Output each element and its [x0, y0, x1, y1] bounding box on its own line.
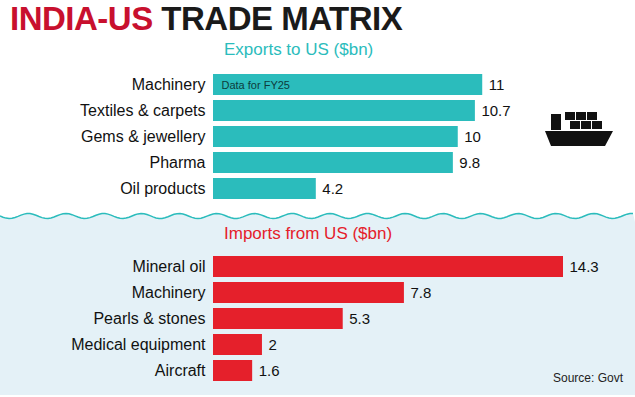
svg-text:10: 10 — [464, 128, 481, 145]
svg-text:5.3: 5.3 — [349, 310, 370, 327]
svg-text:Data for FY25: Data for FY25 — [222, 79, 290, 91]
svg-text:Pearls & stones: Pearls & stones — [93, 310, 205, 327]
svg-text:Mineral oil: Mineral oil — [133, 258, 206, 275]
svg-text:7.8: 7.8 — [410, 284, 431, 301]
svg-text:1.6: 1.6 — [259, 362, 280, 379]
svg-text:9.8: 9.8 — [459, 154, 480, 171]
svg-text:Machinery: Machinery — [132, 284, 206, 301]
svg-text:2: 2 — [268, 336, 276, 353]
svg-text:Pharma: Pharma — [149, 154, 205, 171]
svg-text:Aircraft: Aircraft — [155, 362, 206, 379]
svg-text:Medical equipment: Medical equipment — [71, 336, 206, 353]
html-text:Source: Govt: Source: Govt — [553, 371, 623, 385]
svg-text:Oil products: Oil products — [120, 180, 205, 197]
svg-text:11: 11 — [489, 76, 505, 93]
svg-text:4.2: 4.2 — [322, 180, 343, 197]
svg-text:Gems & jewellery: Gems & jewellery — [81, 128, 205, 145]
svg-text:Textiles & carpets: Textiles & carpets — [80, 102, 205, 119]
svg-text:14.3: 14.3 — [570, 258, 599, 275]
html-text:INDIA-US TRADE MATRIX: INDIA-US TRADE MATRIX — [10, 0, 403, 37]
html-text:Imports from US ($bn): Imports from US ($bn) — [224, 224, 393, 243]
svg-text:Machinery: Machinery — [132, 76, 206, 93]
svg-text:10.7: 10.7 — [481, 102, 510, 119]
html-text:Exports to US ($bn): Exports to US ($bn) — [224, 40, 374, 59]
